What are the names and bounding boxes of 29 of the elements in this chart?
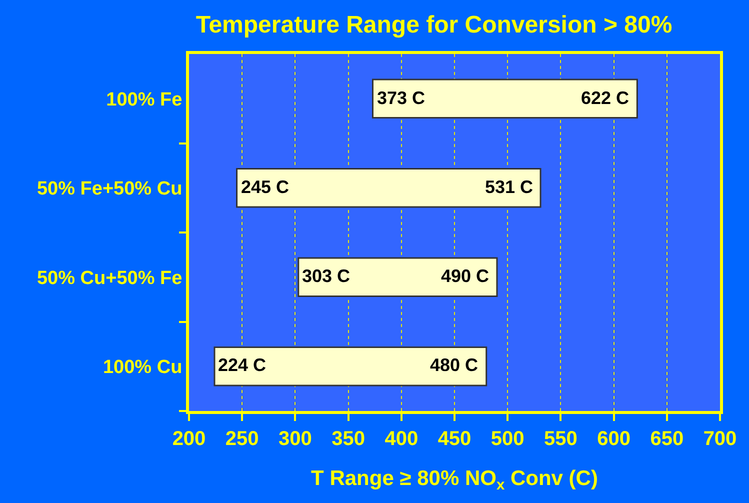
annotation: 622 C	[581, 88, 630, 108]
x-tick-label: 300	[278, 428, 312, 450]
x-axis-title: T Range ≥ 80% NO$_{x}$ Conv (C)	[311, 467, 598, 494]
bar	[214, 346, 488, 386]
annotation: 245 C	[241, 177, 290, 197]
x-tick-label: 250	[225, 428, 259, 450]
annotation: 373 C	[377, 88, 426, 108]
x-tick-label: 600	[597, 428, 630, 450]
x-tick-label: 350	[332, 428, 365, 450]
x-tick-label: 400	[384, 428, 418, 450]
annotation: 303 C	[302, 266, 350, 286]
x-tick-label: 450	[438, 428, 472, 450]
x-tick-label: 550	[544, 428, 578, 450]
y-tick-label: 100% Cu	[102, 357, 182, 378]
annotation: 224 C	[218, 355, 266, 375]
y-tick-label: 50% Fe+50% Cu	[36, 178, 182, 200]
chart-title: Temperature Range for Conversion > 80%	[196, 11, 672, 38]
x-tick-label: 700	[703, 428, 737, 450]
annotation: 531 C	[485, 177, 534, 197]
bar	[372, 78, 638, 119]
y-tick-label: 50% Cu+50% Fe	[36, 268, 182, 289]
x-tick-label: 200	[172, 428, 206, 450]
x-tick-label: 650	[650, 428, 684, 450]
y-tick-label: 100% Fe	[106, 89, 182, 110]
bar	[298, 257, 498, 298]
bar	[236, 168, 542, 208]
x-tick-label: 500	[490, 428, 524, 450]
annotation: 490 C	[441, 266, 490, 286]
annotation: 480 C	[430, 355, 478, 375]
